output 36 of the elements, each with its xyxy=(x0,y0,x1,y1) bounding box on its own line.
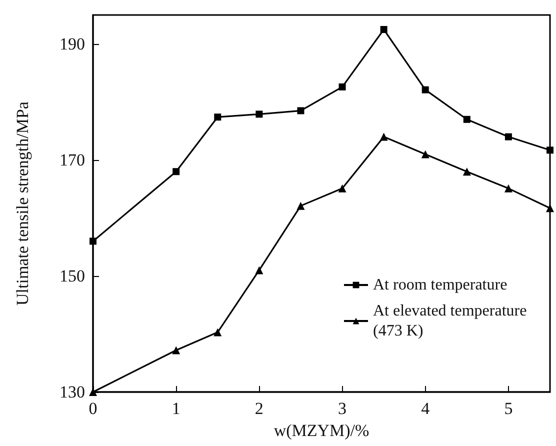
point xyxy=(463,116,470,123)
y-axis-title: Ultimate tensile strength/MPa xyxy=(13,101,32,306)
x-tick-label: 4 xyxy=(421,399,430,418)
point xyxy=(546,146,554,154)
point xyxy=(462,168,471,176)
point xyxy=(546,204,554,212)
point xyxy=(214,328,222,336)
legend-label: At room temperature xyxy=(373,276,508,294)
point xyxy=(296,202,305,210)
x-axis-title: w(MZYM)/% xyxy=(274,421,370,440)
x-tick-label: 2 xyxy=(254,399,264,418)
y-tick-label: 130 xyxy=(60,382,85,402)
point xyxy=(256,110,263,118)
x-tick-label: 1 xyxy=(172,399,180,418)
y-tick-label: 150 xyxy=(60,266,85,286)
point xyxy=(90,238,96,245)
point xyxy=(338,83,346,90)
point xyxy=(214,114,222,121)
point xyxy=(338,184,346,192)
point xyxy=(421,150,430,158)
point xyxy=(172,168,180,176)
point xyxy=(89,388,97,396)
point xyxy=(504,133,512,140)
point xyxy=(172,346,180,354)
point xyxy=(380,26,388,33)
point xyxy=(504,184,512,192)
y-tick-label: 170 xyxy=(60,150,85,170)
point xyxy=(255,266,264,274)
x-tick-label: 0 xyxy=(88,399,98,418)
x-tick-label: 5 xyxy=(504,399,513,418)
legend-label: At elevated temperature (473 K) xyxy=(373,302,531,340)
point xyxy=(422,86,429,94)
point xyxy=(380,132,388,141)
y-tick-label: 190 xyxy=(60,34,85,54)
point xyxy=(297,107,304,114)
x-tick-label: 3 xyxy=(338,399,347,418)
